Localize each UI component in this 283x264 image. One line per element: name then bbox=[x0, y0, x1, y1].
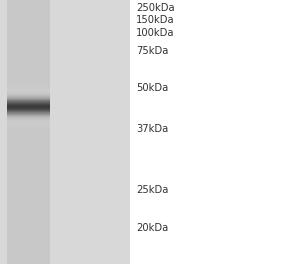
FancyBboxPatch shape bbox=[7, 100, 50, 101]
FancyBboxPatch shape bbox=[7, 124, 50, 125]
Text: 25kDa: 25kDa bbox=[136, 185, 168, 195]
FancyBboxPatch shape bbox=[7, 102, 50, 103]
FancyBboxPatch shape bbox=[7, 91, 50, 92]
FancyBboxPatch shape bbox=[0, 0, 130, 264]
FancyBboxPatch shape bbox=[7, 115, 50, 116]
FancyBboxPatch shape bbox=[7, 125, 50, 126]
FancyBboxPatch shape bbox=[7, 113, 50, 114]
FancyBboxPatch shape bbox=[7, 108, 50, 109]
FancyBboxPatch shape bbox=[7, 96, 50, 97]
FancyBboxPatch shape bbox=[7, 98, 50, 99]
FancyBboxPatch shape bbox=[7, 116, 50, 117]
FancyBboxPatch shape bbox=[7, 101, 50, 102]
Text: 20kDa: 20kDa bbox=[136, 223, 168, 233]
Text: 250kDa: 250kDa bbox=[136, 3, 174, 13]
FancyBboxPatch shape bbox=[7, 87, 50, 88]
FancyBboxPatch shape bbox=[7, 123, 50, 124]
FancyBboxPatch shape bbox=[7, 94, 50, 95]
FancyBboxPatch shape bbox=[7, 92, 50, 93]
FancyBboxPatch shape bbox=[7, 95, 50, 96]
FancyBboxPatch shape bbox=[7, 122, 50, 123]
FancyBboxPatch shape bbox=[7, 126, 50, 127]
FancyBboxPatch shape bbox=[7, 99, 50, 100]
FancyBboxPatch shape bbox=[7, 0, 50, 264]
Text: 100kDa: 100kDa bbox=[136, 28, 174, 38]
Text: 150kDa: 150kDa bbox=[136, 15, 174, 25]
FancyBboxPatch shape bbox=[7, 121, 50, 122]
FancyBboxPatch shape bbox=[7, 120, 50, 121]
FancyBboxPatch shape bbox=[7, 90, 50, 91]
FancyBboxPatch shape bbox=[7, 105, 50, 106]
FancyBboxPatch shape bbox=[7, 112, 50, 113]
FancyBboxPatch shape bbox=[7, 89, 50, 90]
Text: 37kDa: 37kDa bbox=[136, 124, 168, 134]
Text: 75kDa: 75kDa bbox=[136, 46, 168, 56]
FancyBboxPatch shape bbox=[7, 93, 50, 94]
FancyBboxPatch shape bbox=[7, 111, 50, 112]
Text: 50kDa: 50kDa bbox=[136, 83, 168, 93]
FancyBboxPatch shape bbox=[7, 88, 50, 89]
FancyBboxPatch shape bbox=[7, 110, 50, 111]
FancyBboxPatch shape bbox=[7, 103, 50, 104]
FancyBboxPatch shape bbox=[7, 118, 50, 119]
FancyBboxPatch shape bbox=[7, 119, 50, 120]
FancyBboxPatch shape bbox=[7, 117, 50, 118]
FancyBboxPatch shape bbox=[7, 114, 50, 115]
FancyBboxPatch shape bbox=[7, 104, 50, 105]
FancyBboxPatch shape bbox=[7, 97, 50, 98]
FancyBboxPatch shape bbox=[7, 107, 50, 108]
FancyBboxPatch shape bbox=[7, 106, 50, 107]
FancyBboxPatch shape bbox=[7, 109, 50, 110]
